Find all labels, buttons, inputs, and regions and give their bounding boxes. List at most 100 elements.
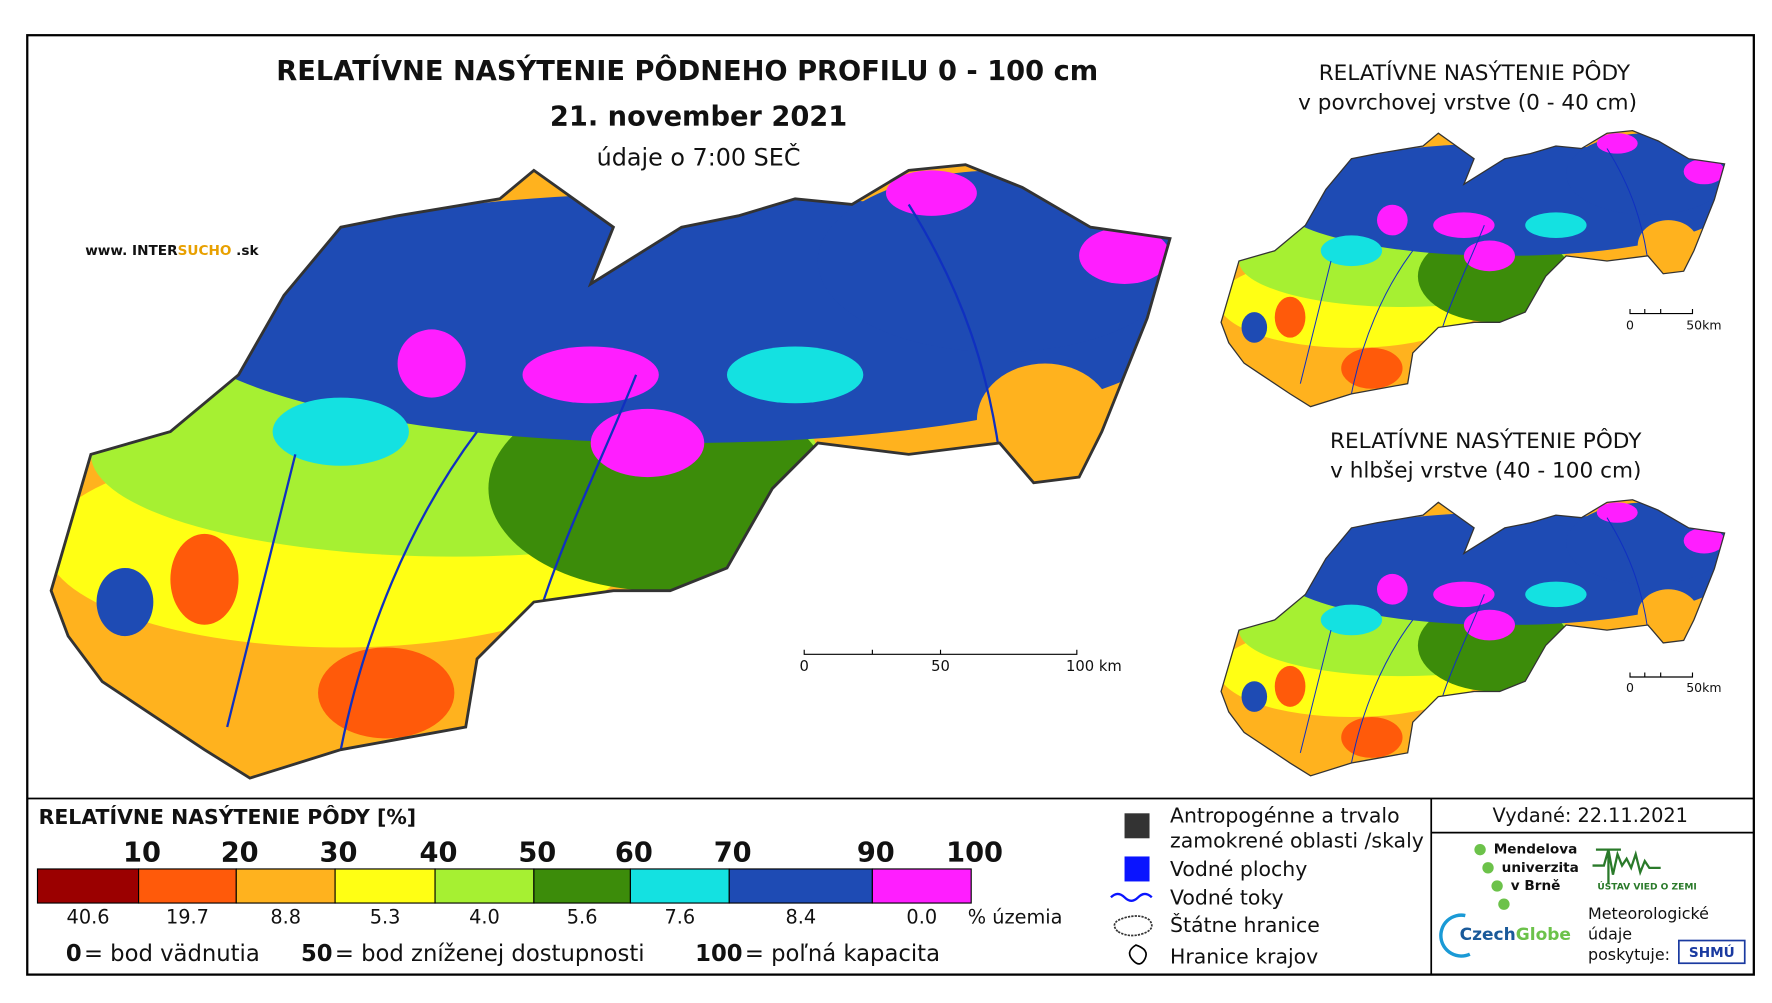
map-region xyxy=(976,363,1114,478)
credit-part: Globe xyxy=(1516,925,1571,945)
definition-value: 100 xyxy=(695,941,742,967)
deep-subtitle: v hlbšej vrstve (40 - 100 cm) xyxy=(1330,458,1641,483)
shmu-logo xyxy=(1678,939,1746,965)
legend-swatch xyxy=(629,868,730,904)
definition: 0 = bod vädnutia xyxy=(66,941,260,967)
legend-share: 5.6 xyxy=(567,905,598,928)
legend-break: 40 xyxy=(419,838,457,869)
mendel-dots xyxy=(1474,843,1510,910)
surface-title: RELATÍVNE NASÝTENIE PÔDY xyxy=(1319,60,1631,86)
scale-bar xyxy=(803,649,1078,655)
map-region xyxy=(1341,717,1403,758)
legend-share: 8.8 xyxy=(270,905,301,928)
definition-value: 0 xyxy=(66,941,82,967)
map-region xyxy=(1274,296,1306,338)
map-region xyxy=(1241,681,1268,712)
water-icon xyxy=(1124,856,1150,882)
issued: Vydané: 22.11.2021 xyxy=(1493,804,1688,827)
symbol-label: Antropogénne a trvalo xyxy=(1170,804,1400,828)
map-region xyxy=(1320,235,1383,267)
website-brand: SUCHO xyxy=(178,243,232,259)
map-region xyxy=(1320,604,1383,636)
map-region xyxy=(1274,665,1306,707)
credit: poskytuje: xyxy=(1588,945,1670,964)
map-region xyxy=(1683,527,1725,554)
legend-swatch xyxy=(728,868,873,904)
surface-subtitle: v povrchovej vrstve (0 - 40 cm) xyxy=(1298,90,1637,115)
map-region xyxy=(397,329,466,398)
country-map xyxy=(1220,129,1726,408)
map-region xyxy=(1463,240,1516,272)
definition: 100 = poľná kapacita xyxy=(695,941,940,967)
deep-title: RELATÍVNE NASÝTENIE PÔDY xyxy=(1330,428,1642,454)
scale-label: 0 xyxy=(1626,318,1634,333)
map-region xyxy=(1637,589,1700,641)
scale-label: 0 xyxy=(800,658,809,675)
legend-swatch xyxy=(36,868,140,904)
river xyxy=(1299,148,1649,394)
map-region xyxy=(522,346,659,404)
credit: údaje xyxy=(1588,924,1632,943)
legend-break: 100 xyxy=(946,838,1003,869)
map-region xyxy=(1637,220,1700,272)
share-unit: % územia xyxy=(968,905,1063,928)
map-region xyxy=(1376,573,1408,605)
definition-text: = bod zníženej dostupnosti xyxy=(335,941,645,967)
credit: ÚSTAV VIED O ZEMI xyxy=(1597,881,1696,893)
map-region xyxy=(726,346,864,404)
time: údaje o 7:00 SEČ xyxy=(597,144,801,172)
legend-swatch xyxy=(334,868,436,904)
legend-break: 70 xyxy=(714,838,752,869)
credit: SHMÚ xyxy=(1689,943,1735,961)
symbol-label: Vodné toky xyxy=(1170,885,1284,909)
legend-swatch xyxy=(533,868,631,904)
legend-break: 60 xyxy=(615,838,653,869)
symbol-label: Vodné plochy xyxy=(1170,857,1307,881)
country-map xyxy=(1220,499,1726,777)
legend: 40.6 19.7 8.8 5.3 4.0 5.6 7.6 8.4 0.0 10 20 30 40 50 6… xyxy=(36,838,1003,928)
credit: Meteorologické xyxy=(1588,904,1709,923)
definition: 50 = bod zníženej dostupnosti xyxy=(301,941,645,967)
frame xyxy=(26,34,1755,976)
date: 21. november 2021 xyxy=(550,102,847,133)
map-fill xyxy=(1221,130,1725,407)
symbol-label: Hranice krajov xyxy=(1170,945,1318,969)
map-fill xyxy=(1221,499,1725,776)
map-region xyxy=(1079,227,1170,284)
map-region xyxy=(1376,204,1408,236)
legend-swatch xyxy=(138,868,237,904)
legend-break: 90 xyxy=(857,838,895,869)
website-suffix: .sk xyxy=(231,243,259,259)
scale-label: 50km xyxy=(1686,680,1721,695)
scale-bar xyxy=(1629,672,1694,678)
map-region xyxy=(96,567,154,637)
map-region xyxy=(1433,581,1495,608)
region-icon xyxy=(1128,944,1147,965)
anthropogenic-icon xyxy=(1124,813,1150,839)
legend-swatch xyxy=(235,868,336,904)
map-region xyxy=(170,533,239,625)
credit: univerzita xyxy=(1502,860,1579,876)
map-region xyxy=(1433,212,1495,238)
legend-break: 10 xyxy=(123,838,161,869)
legend-share: 40.6 xyxy=(67,905,110,928)
legend-share: 7.6 xyxy=(664,905,695,928)
scale-label: 50km xyxy=(1686,318,1721,333)
credit: v Brně xyxy=(1511,878,1561,894)
legend-share: 8.4 xyxy=(785,905,816,928)
scale-bars xyxy=(803,308,1694,678)
map-region xyxy=(272,397,409,466)
map-region xyxy=(318,647,455,739)
credit: Mendelova xyxy=(1494,842,1578,858)
website: www. INTERSUCHO .sk xyxy=(85,243,259,259)
legend-share: 19.7 xyxy=(166,905,209,928)
legend-break: 50 xyxy=(518,838,556,869)
scale-bar xyxy=(1629,308,1694,315)
definition-text: = bod vädnutia xyxy=(84,941,260,967)
legend-swatch xyxy=(871,868,972,904)
map-region xyxy=(1596,133,1638,154)
scale-label: 0 xyxy=(1626,680,1634,695)
credit-part: Czech xyxy=(1460,925,1516,945)
map-region xyxy=(1463,609,1516,641)
